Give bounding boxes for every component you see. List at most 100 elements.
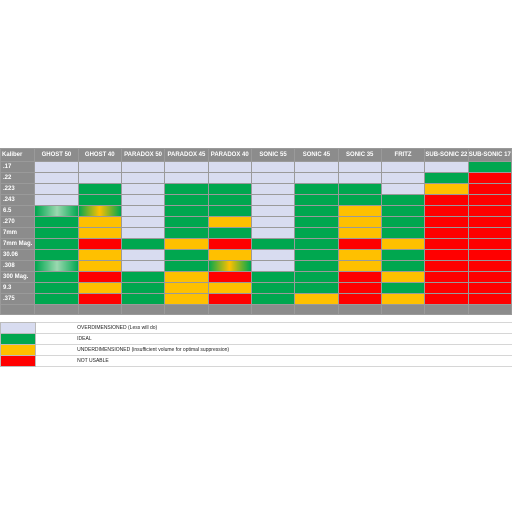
- overdimensioned-cell: [120, 227, 166, 239]
- legend-label: IDEAL: [75, 333, 512, 345]
- underdimensioned-cell: [380, 238, 426, 250]
- overdimensioned-cell: [207, 161, 252, 173]
- not-usable-cell: [467, 194, 512, 206]
- model-header: FRITZ: [380, 148, 426, 162]
- overdimensioned-cell: [120, 172, 166, 184]
- overdimensioned-cell: [34, 161, 79, 173]
- not-usable-cell: [77, 293, 122, 305]
- ideal-cell: [164, 194, 209, 206]
- not-usable-cell: [467, 172, 512, 184]
- not-usable-cell: [424, 293, 469, 305]
- underdimensioned-cell: [380, 293, 426, 305]
- legend-swatch: [0, 333, 36, 345]
- caliber-label: .22: [0, 172, 36, 184]
- underdimensioned-cell: [337, 216, 382, 228]
- ideal-cell: [294, 238, 339, 250]
- not-usable-cell: [467, 260, 512, 272]
- footer-cell: [77, 304, 122, 315]
- caliber-label: 9.3: [0, 282, 36, 294]
- ideal-cell: [380, 249, 426, 261]
- ideal-cell: [294, 227, 339, 239]
- legend-item: IDEAL: [0, 333, 512, 345]
- not-usable-cell: [424, 260, 469, 272]
- overdimensioned-cell: [380, 183, 426, 195]
- legend-spacer: [35, 322, 76, 334]
- ideal-cell: [77, 194, 122, 206]
- legend-swatch: [0, 322, 36, 334]
- ideal-cell: [294, 271, 339, 283]
- not-usable-cell: [424, 205, 469, 217]
- not-usable-cell: [424, 238, 469, 250]
- not-usable-cell: [337, 238, 382, 250]
- ideal-cell: [34, 205, 79, 217]
- table-row: 9.3: [0, 282, 512, 294]
- overdimensioned-cell: [250, 249, 296, 261]
- compatibility-table: Kaliber GHOST 50 GHOST 40 PARADOX 50 PARADO…: [0, 148, 512, 315]
- caliber-label: 7mm Mag.: [0, 238, 36, 250]
- ideal-cell: [380, 194, 426, 206]
- table-row: .308: [0, 260, 512, 272]
- not-usable-cell: [77, 238, 122, 250]
- footer-cell: [250, 304, 296, 315]
- footer-cell: [34, 304, 79, 315]
- not-usable-cell: [467, 216, 512, 228]
- footer-cell: [207, 304, 252, 315]
- overdimensioned-cell: [250, 172, 296, 184]
- not-usable-cell: [467, 293, 512, 305]
- not-usable-cell: [424, 216, 469, 228]
- overdimensioned-cell: [250, 194, 296, 206]
- caliber-label: 30.06: [0, 249, 36, 261]
- ideal-cell: [294, 194, 339, 206]
- ideal-cell: [380, 216, 426, 228]
- overdimensioned-cell: [120, 205, 166, 217]
- legend-spacer: [35, 333, 76, 345]
- legend-label: OVERDIMENSIONED (Less will do): [75, 322, 512, 334]
- model-header: SONIC 35: [337, 148, 382, 162]
- not-usable-cell: [467, 183, 512, 195]
- legend-item: OVERDIMENSIONED (Less will do): [0, 322, 512, 334]
- ideal-cell: [294, 260, 339, 272]
- overdimensioned-cell: [294, 172, 339, 184]
- overdimensioned-cell: [164, 172, 209, 184]
- not-usable-cell: [337, 282, 382, 294]
- table-row: .17: [0, 161, 512, 173]
- not-usable-cell: [424, 282, 469, 294]
- legend-item: NOT USABLE: [0, 355, 512, 367]
- table-row: 7mm Mag.: [0, 238, 512, 250]
- ideal-cell: [120, 271, 166, 283]
- not-usable-cell: [424, 227, 469, 239]
- overdimensioned-cell: [380, 172, 426, 184]
- underdimensioned-cell: [164, 238, 209, 250]
- ideal-cell: [77, 183, 122, 195]
- caliber-label: .308: [0, 260, 36, 272]
- overdimensioned-cell: [34, 194, 79, 206]
- table-row: 30.06: [0, 249, 512, 261]
- caliber-label: 7mm: [0, 227, 36, 239]
- overdimensioned-cell: [380, 161, 426, 173]
- underdimensioned-cell: [164, 293, 209, 305]
- overdimensioned-cell: [337, 172, 382, 184]
- legend-item: UNDERDIMENSIONED (insufficient volume fo…: [0, 344, 512, 356]
- ideal-cell: [164, 205, 209, 217]
- ideal-cell: [294, 216, 339, 228]
- legend-label: UNDERDIMENSIONED (insufficient volume fo…: [75, 344, 512, 356]
- model-header: PARADOX 50: [120, 148, 166, 162]
- table-row: .223: [0, 183, 512, 195]
- ideal-cell: [424, 172, 469, 184]
- legend: OVERDIMENSIONED (Less will do) IDEAL UNDER…: [0, 322, 512, 367]
- overdimensioned-cell: [77, 161, 122, 173]
- ideal-cell: [337, 183, 382, 195]
- ideal-cell: [337, 194, 382, 206]
- overdimensioned-cell: [250, 216, 296, 228]
- not-usable-cell: [424, 271, 469, 283]
- not-usable-cell: [467, 238, 512, 250]
- ideal-cell: [34, 227, 79, 239]
- ideal-cell: [207, 227, 252, 239]
- underdimensioned-cell: [207, 216, 252, 228]
- overdimensioned-cell: [250, 161, 296, 173]
- table-row: .375: [0, 293, 512, 305]
- underdimensioned-cell: [380, 271, 426, 283]
- ideal-cell: [294, 205, 339, 217]
- ideal-cell: [34, 282, 79, 294]
- underdimensioned-cell: [294, 293, 339, 305]
